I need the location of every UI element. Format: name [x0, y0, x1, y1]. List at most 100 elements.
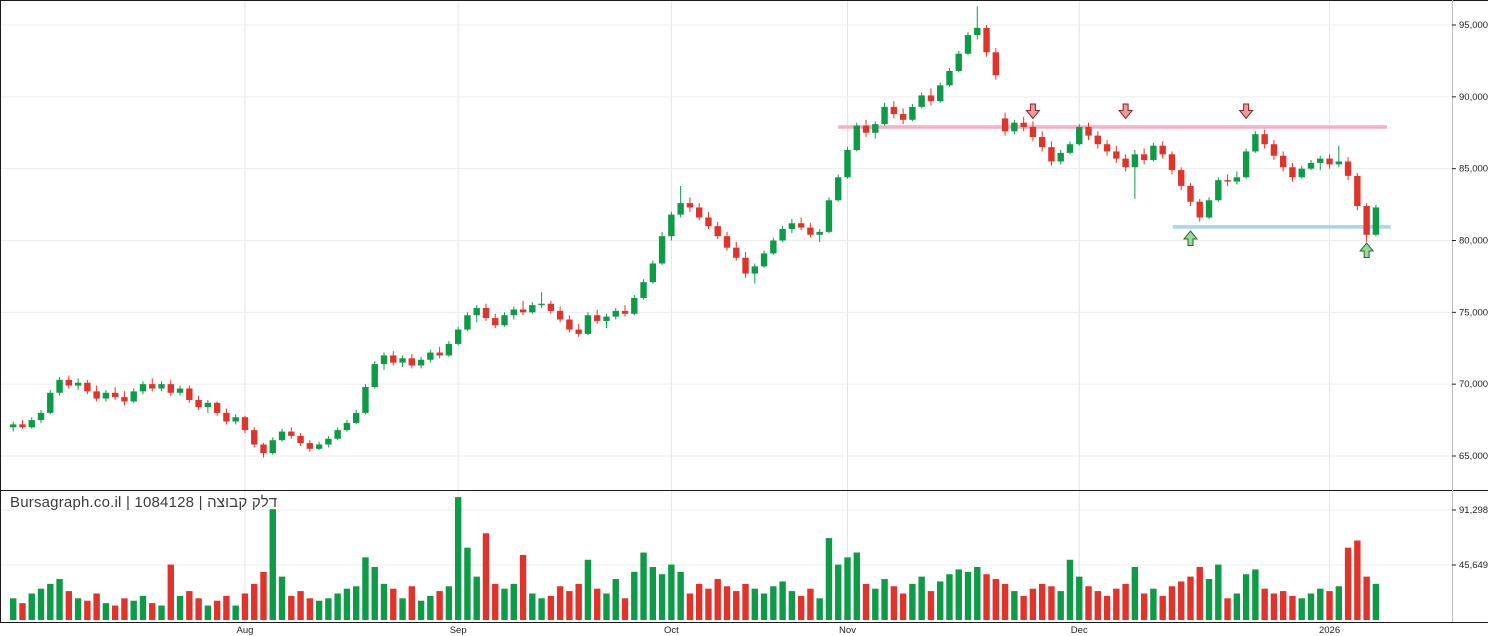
- candle-body: [862, 125, 870, 133]
- volume-bar: [668, 564, 675, 620]
- candle: [213, 401, 221, 416]
- candle-body: [1103, 144, 1111, 152]
- candle-body: [788, 223, 796, 230]
- candle: [872, 121, 879, 139]
- candle-body: [992, 52, 1000, 76]
- candle: [797, 217, 805, 231]
- volume-bar: [260, 571, 267, 620]
- candle-body: [1057, 152, 1064, 162]
- volume-bar: [899, 593, 907, 620]
- candle-body: [538, 303, 545, 306]
- candle-body: [1279, 155, 1287, 168]
- volume-bar: [362, 557, 369, 620]
- candle: [1029, 121, 1037, 142]
- candle: [1279, 151, 1287, 172]
- volume-bar: [1242, 574, 1250, 620]
- candle: [779, 226, 786, 242]
- volume-bar: [1289, 595, 1296, 620]
- candle: [760, 250, 768, 268]
- candle-body: [1326, 158, 1333, 165]
- volume-tick-label: 91,298: [1459, 505, 1488, 516]
- candle: [1066, 141, 1074, 155]
- candle-body: [909, 106, 916, 120]
- candle: [603, 313, 610, 329]
- candle: [974, 6, 981, 40]
- candle-body: [677, 203, 684, 215]
- candle: [723, 231, 731, 251]
- candle-body: [695, 207, 703, 218]
- candle: [714, 221, 721, 240]
- candle: [835, 174, 842, 202]
- month-label: Sep: [450, 625, 467, 636]
- candle-body: [74, 382, 82, 386]
- volume-bar: [1066, 559, 1074, 620]
- candle: [186, 385, 193, 403]
- volume-bar: [352, 586, 360, 620]
- volume-bar: [556, 586, 564, 620]
- candle-body: [278, 431, 286, 441]
- volume-bar: [334, 593, 341, 620]
- volume-bar: [1205, 579, 1213, 620]
- volume-bar: [1001, 583, 1009, 620]
- candle-body: [640, 282, 647, 298]
- volume-bar: [649, 566, 657, 620]
- candle: [297, 433, 304, 446]
- volume-axis: 91,298 45,649: [1452, 505, 1488, 571]
- volume-bar: [1326, 591, 1333, 620]
- candle: [1196, 198, 1203, 222]
- volume-bar: [835, 564, 842, 620]
- volume-bar: [1076, 576, 1083, 620]
- candle: [158, 381, 165, 392]
- candle: [881, 102, 888, 126]
- volume-bar: [130, 600, 137, 620]
- candle: [529, 302, 536, 314]
- candle: [1168, 151, 1176, 175]
- volume-bar: [742, 583, 749, 620]
- candle-body: [241, 417, 249, 431]
- volume-bar: [816, 598, 823, 620]
- candle: [390, 351, 397, 366]
- candle: [149, 378, 156, 392]
- candle-body: [519, 309, 527, 313]
- volume-bar: [807, 588, 814, 620]
- candle-body: [835, 177, 842, 201]
- candle-body: [668, 214, 675, 237]
- volume-bar: [658, 574, 666, 620]
- volume-bar: [1307, 593, 1315, 620]
- candle-body: [779, 229, 786, 241]
- candle: [1103, 139, 1111, 156]
- candle: [983, 25, 990, 57]
- candle: [399, 355, 406, 367]
- volume-bar: [251, 583, 258, 620]
- candle-body: [445, 343, 453, 356]
- candle-body: [1011, 122, 1018, 132]
- candle: [575, 323, 582, 337]
- candle: [278, 428, 286, 442]
- candle: [621, 305, 629, 317]
- volume-bar: [28, 593, 35, 620]
- volume-bar: [770, 586, 777, 620]
- candle-body: [334, 430, 341, 439]
- candle: [649, 260, 657, 284]
- candle-body: [1363, 206, 1370, 235]
- volume-bar: [417, 600, 425, 620]
- volume-bar: [964, 571, 972, 620]
- candle: [1372, 204, 1380, 237]
- volume-bar: [65, 591, 73, 620]
- candle-body: [631, 297, 638, 314]
- candle-body: [288, 431, 295, 436]
- candle: [1344, 157, 1352, 181]
- volume-bar: [380, 583, 388, 620]
- candle-body: [723, 236, 731, 248]
- candle: [1159, 141, 1166, 159]
- volume-bar: [37, 588, 45, 620]
- candle: [408, 353, 416, 369]
- level-lines: [838, 125, 1391, 229]
- candle-body: [1159, 145, 1166, 155]
- candle-body: [492, 318, 499, 326]
- volume-bar: [399, 598, 406, 620]
- candle: [37, 410, 45, 423]
- candle-body: [1344, 161, 1352, 176]
- candle-body: [1094, 135, 1101, 145]
